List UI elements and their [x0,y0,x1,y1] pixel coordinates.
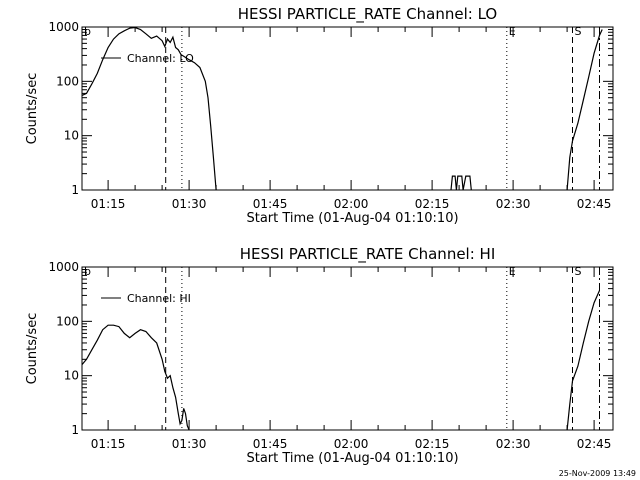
x-tick-label: 01:30 [172,197,207,211]
y-axis-label: Counts/sec [25,313,40,385]
x-axis-label: Start Time (01-Aug-04 01:10:10) [246,211,458,226]
chart-panel-1: HESSI PARTICLE_RATE Channel: LO 1 10 100 100… [25,5,614,226]
x-tick-label: 01:45 [253,437,288,451]
event-marker-label: S [575,25,582,38]
chart-title: HESSI PARTICLE_RATE Channel: LO [238,5,497,24]
series-line [566,290,601,431]
x-tick-label: 01:15 [91,437,126,451]
event-marker-label: E [509,25,516,38]
series-line [566,29,603,191]
x-tick-label: 01:30 [172,437,207,451]
legend-label: Channel: HI [127,292,191,305]
event-marker-label: b [84,25,91,38]
x-tick-label: 02:30 [496,197,531,211]
series-line [450,175,472,191]
series-line [81,26,217,191]
x-tick-label: 01:45 [253,197,288,211]
plot-frame [81,266,614,431]
y-tick-label: 1000 [48,20,79,34]
y-tick-label: 100 [56,74,79,88]
x-tick-label: 02:15 [415,197,450,211]
x-tick-label: 02:30 [496,437,531,451]
event-marker-label: E [509,265,516,278]
chart-title: HESSI PARTICLE_RATE Channel: HI [240,245,496,264]
x-tick-label: 01:15 [91,197,126,211]
plot-frame [81,26,614,191]
x-tick-label: 02:00 [334,437,369,451]
y-tick-label: 100 [56,314,79,328]
y-axis-label: Counts/sec [25,73,40,145]
y-tick-label: 1 [71,183,79,197]
x-tick-label: 02:45 [577,437,612,451]
y-tick-label: 1 [71,423,79,437]
legend-label: Channel: LO [127,52,194,65]
y-tick-label: 10 [64,129,79,143]
x-axis-label: Start Time (01-Aug-04 01:10:10) [246,451,458,466]
y-tick-label: 1000 [48,260,79,274]
event-marker-label: S [575,265,582,278]
y-tick-label: 10 [64,369,79,383]
series-line [81,324,190,431]
footer-timestamp: 25-Nov-2009 13:49 [559,469,636,478]
x-tick-label: 02:15 [415,437,450,451]
chart-panel-2: HESSI PARTICLE_RATE Channel: HI 1 10 100 100… [25,245,614,466]
x-tick-label: 02:00 [334,197,369,211]
x-tick-label: 02:45 [577,197,612,211]
event-marker-label: b [84,265,91,278]
